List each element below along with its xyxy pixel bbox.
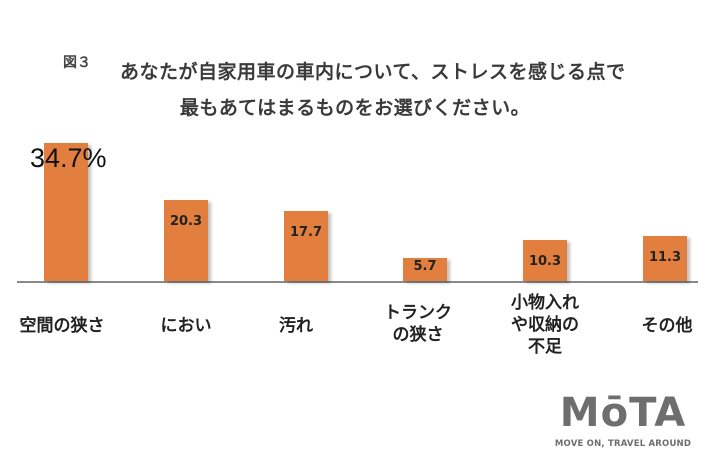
value-label: 20.3 [169,214,203,229]
category-label: におい [160,316,212,336]
bar [44,143,88,281]
chart-title-line-1: あなたが自家用車の車内について、ストレスを感じる点で [120,61,626,83]
x-axis-line [17,281,698,283]
bar [523,240,567,281]
value-label: 10.3 [528,254,562,269]
logo-tagline: MOVE ON, TRAVEL AROUND [554,439,692,449]
category-label: 汚れ [279,316,313,336]
bar [284,211,328,281]
bar [164,200,208,281]
value-label: 11.3 [648,250,682,265]
category-label: その他 [641,316,693,336]
value-label: 34.7% [30,143,107,173]
value-label: 17.7 [289,225,323,240]
value-label: 5.7 [413,259,437,274]
bar [403,258,447,281]
figure-label: 図３ [63,55,91,71]
bar [643,236,687,281]
mota-logo: MōTA MOVE ON, TRAVEL AROUND [553,393,693,449]
logo-wordmark: MōTA [559,390,687,436]
category-label: 空間の狭さ [19,316,105,336]
chart-title-line-2: 最もあてはまるものをお選びください。 [179,97,531,119]
category-label: トランク の狭さ [384,303,452,345]
category-label: 小物入れ や収納の 不足 [511,293,579,357]
